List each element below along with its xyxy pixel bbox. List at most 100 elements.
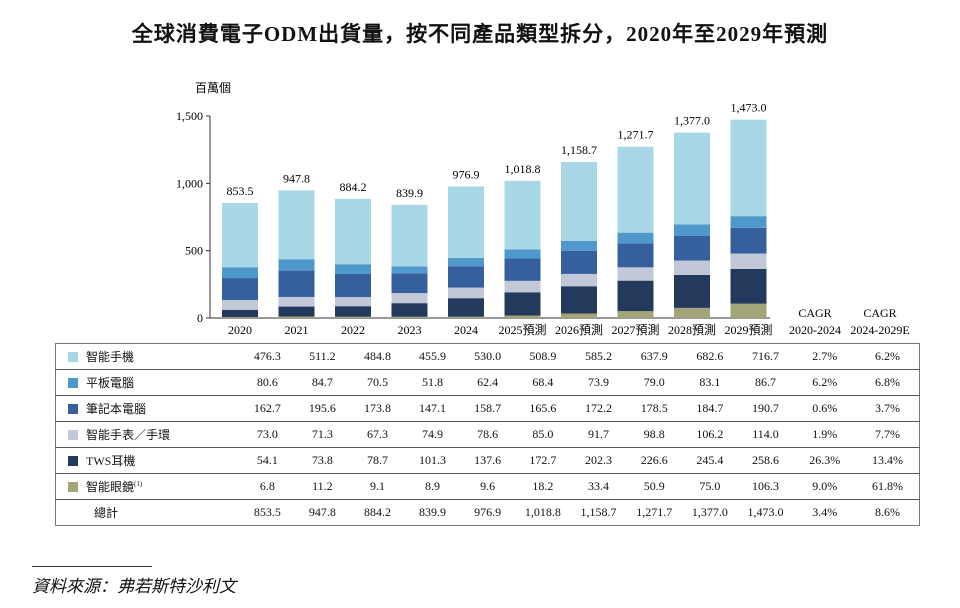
value-cell: 50.9 [626, 473, 683, 500]
value-cell: 147.1 [404, 395, 461, 422]
value-cell: 78.7 [349, 447, 405, 474]
bar-segment-智能眼鏡 [674, 307, 710, 318]
bar-segment-智能手機 [504, 180, 541, 250]
source-divider [32, 566, 152, 567]
bar-segment-智能眼鏡 [391, 316, 428, 318]
value-cell: 162.7 [239, 395, 295, 422]
x-tick-label: 2028預測 [668, 323, 716, 337]
value-cell: 172.2 [570, 395, 627, 422]
bar-segment-TWS耳機 [730, 268, 767, 304]
table-row: 筆記本電腦 162.7 195.6 173.8 147.1 158.7 165.6 172.2… [55, 395, 920, 422]
value-cell: 101.3 [404, 447, 461, 474]
cagr-cell: 1.9% [793, 421, 857, 448]
bar-segment-智能眼鏡 [448, 316, 484, 318]
bar-segment-平板電腦 [730, 216, 767, 228]
series-label: 智能眼鏡(1) [55, 473, 240, 500]
x-tick-label: 2020 [228, 323, 252, 337]
value-cell: 511.2 [294, 343, 350, 370]
y-axis-label: 百萬個 [195, 81, 231, 95]
total-label: 839.9 [396, 186, 423, 200]
x-tick-label: 2022 [341, 323, 365, 337]
value-cell: 75.0 [682, 473, 738, 500]
value-cell: 106.3 [737, 473, 794, 500]
bar-segment-TWS耳機 [448, 298, 484, 317]
series-label: 智能手機 [55, 343, 240, 370]
value-cell: 33.4 [570, 473, 627, 500]
value-cell: 85.0 [515, 421, 571, 448]
cagr-cell: 8.6% [875, 505, 901, 519]
bar-segment-TWS耳機 [222, 309, 258, 318]
cagr-period: 2020-2024 [789, 323, 841, 337]
bar-segment-智能手表／手環 [222, 299, 258, 310]
value-cell: 173.8 [349, 395, 405, 422]
bar-segment-智能手表／手環 [730, 253, 767, 269]
bar-segment-智能眼鏡 [278, 316, 315, 318]
x-tick-label: 2021 [285, 323, 309, 337]
footnote-marker: (1) [134, 480, 143, 488]
bar-segment-筆記本電腦 [504, 258, 541, 281]
bar-segment-智能手機 [335, 198, 371, 265]
total-label: 976.9 [453, 167, 480, 181]
series-name: 筆記本電腦 [86, 402, 147, 416]
bar-segment-平板電腦 [617, 232, 654, 244]
table-row: 平板電腦 80.6 84.7 70.5 51.8 62.4 68.4 73.9 79.0 83.1… [55, 369, 920, 396]
value-cell: 86.7 [737, 369, 794, 396]
bar-segment-筆記本電腦 [674, 235, 710, 261]
value-cell: 83.1 [682, 369, 738, 396]
total-cell: 884.2 [363, 505, 391, 519]
total-cell: 1,018.8 [524, 505, 561, 519]
value-cell: 114.0 [737, 421, 794, 448]
bar-segment-TWS耳機 [674, 274, 710, 308]
value-cell: 716.7 [737, 343, 794, 370]
cagr-period: 2024-2029E [850, 323, 909, 337]
value-cell: 202.3 [570, 447, 627, 474]
table-row: TWS耳機 54.1 73.8 78.7 101.3 137.6 172.7 202.3 226… [55, 447, 920, 474]
cagr-cell: 0.6% [793, 395, 857, 422]
cagr-cell: 9.0% [793, 473, 857, 500]
y-tick-label: 1,500 [176, 109, 203, 123]
bar-segment-筆記本電腦 [448, 266, 484, 288]
value-cell: 6.8 [239, 473, 295, 500]
cagr-header: CAGR [798, 306, 831, 320]
value-cell: 84.7 [294, 369, 350, 396]
bar-segment-智能手機 [561, 161, 597, 241]
total-label: 853.5 [227, 184, 254, 198]
bar-segment-TWS耳機 [391, 303, 428, 317]
bar-segment-智能眼鏡 [504, 315, 541, 318]
cagr-cell: 6.2% [856, 343, 920, 370]
value-cell: 18.2 [515, 473, 571, 500]
series-name: 平板電腦 [86, 376, 135, 390]
total-label: 1,377.0 [674, 114, 710, 128]
value-cell: 9.1 [349, 473, 405, 500]
bar-segment-平板電腦 [448, 257, 484, 267]
value-cell: 62.4 [460, 369, 516, 396]
value-cell: 158.7 [460, 395, 516, 422]
bar-segment-智能手表／手環 [617, 267, 654, 281]
total-label: 1,271.7 [618, 128, 654, 142]
bar-segment-筆記本電腦 [222, 278, 258, 300]
series-label: 智能手表／手環 [55, 421, 240, 448]
series-label: 平板電腦 [55, 369, 240, 396]
bar-segment-智能手機 [730, 119, 767, 217]
bar-segment-智能手機 [448, 186, 484, 258]
bar-segment-智能眼鏡 [561, 313, 597, 318]
value-cell: 91.7 [570, 421, 627, 448]
bar-segment-智能手表／手環 [391, 293, 428, 304]
value-cell: 70.5 [349, 369, 405, 396]
value-cell: 476.3 [239, 343, 295, 370]
x-tick-label: 2029預測 [724, 323, 772, 337]
total-label: 1,158.7 [561, 143, 597, 157]
value-cell: 184.7 [682, 395, 738, 422]
value-cell: 8.9 [404, 473, 461, 500]
total-label: 1,473.0 [731, 101, 767, 115]
total-cell: 1,271.7 [636, 505, 673, 519]
value-cell: 195.6 [294, 395, 350, 422]
cagr-cell: 61.8% [856, 473, 920, 500]
legend-swatch [68, 404, 78, 414]
value-cell: 67.3 [349, 421, 405, 448]
table-row: 智能眼鏡(1) 6.8 11.2 9.1 8.9 9.6 18.2 33.4 50.9 75.0 1… [55, 473, 920, 500]
value-cell: 73.0 [239, 421, 295, 448]
bar-segment-智能眼鏡 [730, 303, 767, 318]
bar-segment-平板電腦 [504, 249, 541, 259]
legend-swatch [68, 352, 78, 362]
